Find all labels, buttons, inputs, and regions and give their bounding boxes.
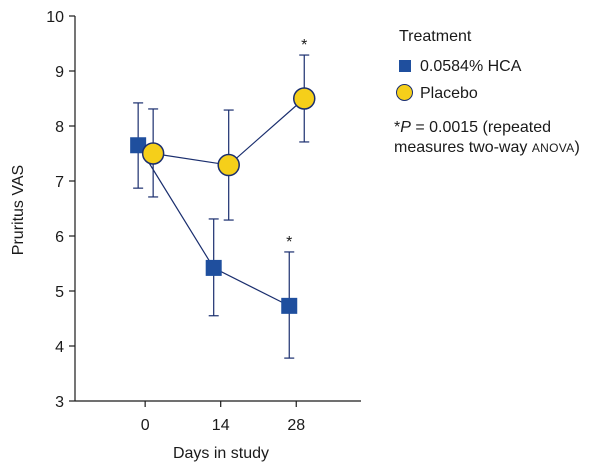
x-tick-label: 28 bbox=[287, 417, 305, 434]
y-tick-label: 6 bbox=[55, 229, 64, 246]
note-method: ANOVA bbox=[531, 141, 575, 155]
y-tick-label: 8 bbox=[55, 119, 64, 136]
y-axis-title: Pruritus VAS bbox=[10, 165, 27, 255]
significance-star: * bbox=[301, 37, 307, 54]
y-tick-label: 10 bbox=[46, 9, 64, 26]
legend-square-marker bbox=[399, 60, 411, 72]
note-line2-start: measures two-way bbox=[394, 139, 532, 156]
data-point-hca bbox=[281, 297, 298, 314]
data-point-hca bbox=[205, 259, 222, 276]
axes: 3 4 5 6 7 8 9 10 0 14 28 bbox=[46, 9, 361, 434]
y-tick-label: 4 bbox=[55, 339, 64, 356]
y-tick-label: 9 bbox=[55, 64, 64, 81]
legend-circle-marker bbox=[396, 84, 413, 101]
legend-label-hca: 0.0584% HCA bbox=[420, 58, 522, 75]
data-point-placebo bbox=[217, 153, 240, 177]
note-star: * bbox=[394, 119, 401, 136]
data-point-hca bbox=[130, 137, 147, 154]
significance-star: * bbox=[286, 234, 292, 251]
series-layer: ** bbox=[130, 37, 316, 359]
y-tick-label: 5 bbox=[55, 284, 64, 301]
legend-title: Treatment bbox=[399, 28, 472, 45]
note-p-symbol: P bbox=[400, 119, 411, 136]
y-tick-label: 3 bbox=[55, 394, 64, 411]
significance-note: *P = 0.0015 (repeated measures two-way A… bbox=[394, 118, 580, 158]
x-axis-title: Days in study bbox=[173, 445, 269, 462]
legend-label-placebo: Placebo bbox=[420, 85, 478, 102]
note-line2: measures two-way ANOVA) bbox=[394, 138, 580, 158]
y-tick-label: 7 bbox=[55, 174, 64, 191]
x-tick-label: 0 bbox=[141, 417, 150, 434]
x-tick-label: 14 bbox=[212, 417, 230, 434]
data-point-placebo bbox=[141, 142, 165, 165]
note-line2-end: ) bbox=[574, 139, 580, 156]
note-p-value: = 0.0015 (repeated bbox=[410, 119, 552, 136]
data-point-placebo bbox=[292, 87, 316, 110]
